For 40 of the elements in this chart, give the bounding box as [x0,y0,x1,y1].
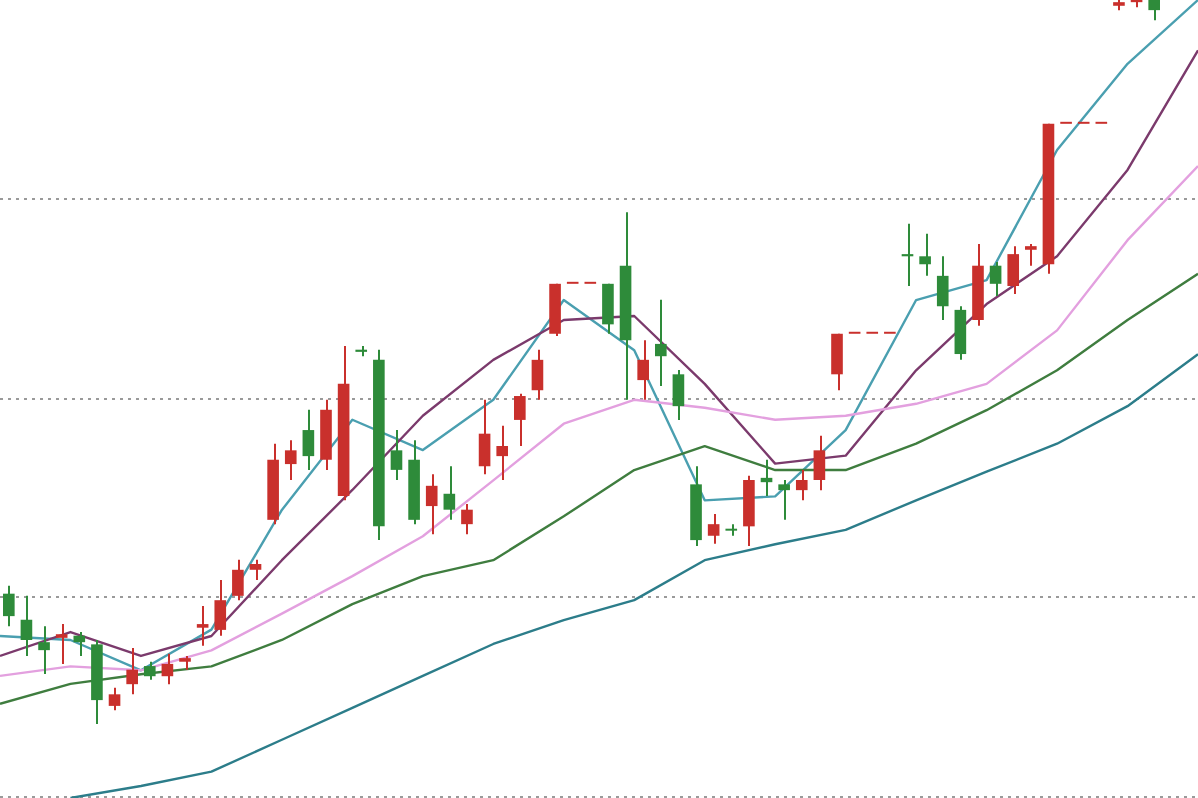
candlestick [637,339,649,401]
candlestick [390,429,403,482]
candlestick [1148,0,1160,22]
candlestick [478,398,491,476]
candlestick [126,646,138,696]
candlestick [232,558,244,602]
candlestick [20,594,33,657]
candlestick [654,298,667,387]
candlestick [443,465,456,521]
candlestick [531,348,544,401]
candlestick [813,434,826,492]
candlestick [602,282,614,335]
candlestick [461,502,473,536]
candlestick [143,660,156,681]
candlestick [795,468,808,502]
candlestick [73,631,86,657]
candlestick [989,261,1002,298]
candlestick [3,584,15,628]
candlestick [1007,245,1020,295]
candlestick [284,439,297,482]
candlestick [1025,242,1037,267]
candlestick [707,513,720,545]
candlestick [196,604,209,647]
candlestick [496,424,509,482]
candlestick [302,408,315,471]
candlestick [514,392,526,447]
candlestick [108,686,121,712]
candlestick [38,625,50,676]
candlestick [936,255,949,322]
candlestick [249,558,262,581]
candlestick [831,332,843,392]
candlestick [778,479,790,521]
candlestick [743,474,755,547]
candlestick [214,578,227,637]
candlestick [919,232,931,277]
candlestick [954,305,967,361]
candlestick [425,473,438,536]
candlestick [161,652,174,686]
candlestick [55,623,68,665]
candlestick [672,368,685,421]
